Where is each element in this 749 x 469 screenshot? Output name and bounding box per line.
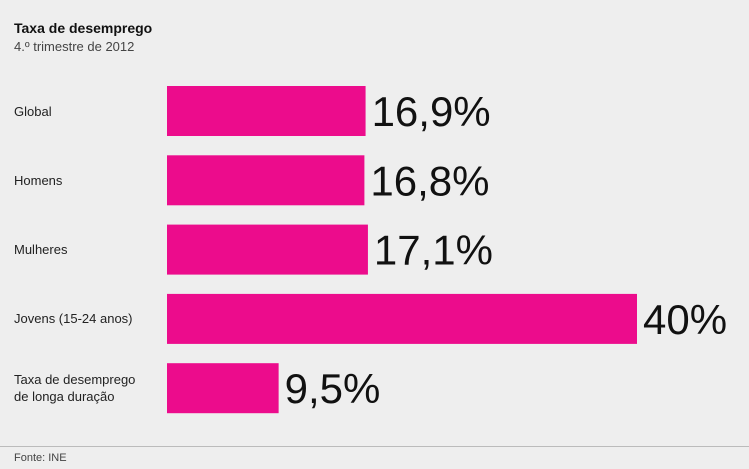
bar xyxy=(167,86,366,136)
value-label: 16,9% xyxy=(372,88,491,135)
bar xyxy=(167,224,368,275)
category-label: Mulheres xyxy=(14,242,68,258)
bar xyxy=(167,293,637,344)
value-label: 9,5% xyxy=(285,365,381,412)
chart-title: Taxa de desemprego xyxy=(14,20,153,36)
source: Fonte: INE xyxy=(14,452,67,464)
divider xyxy=(0,446,749,447)
category-label: Homens xyxy=(14,172,63,188)
category-label: Global xyxy=(14,103,52,119)
category-label: Jovens (15-24 anos) xyxy=(14,311,133,327)
chart-subtitle: 4.º trimestre de 2012 xyxy=(14,39,135,54)
bar xyxy=(167,363,279,414)
value-label: 16,8% xyxy=(370,157,489,204)
value-label: 17,1% xyxy=(374,227,493,274)
value-label: 40% xyxy=(643,296,727,343)
bar xyxy=(167,155,365,206)
category-label: Taxa de desemprego de longa duração xyxy=(14,372,136,405)
